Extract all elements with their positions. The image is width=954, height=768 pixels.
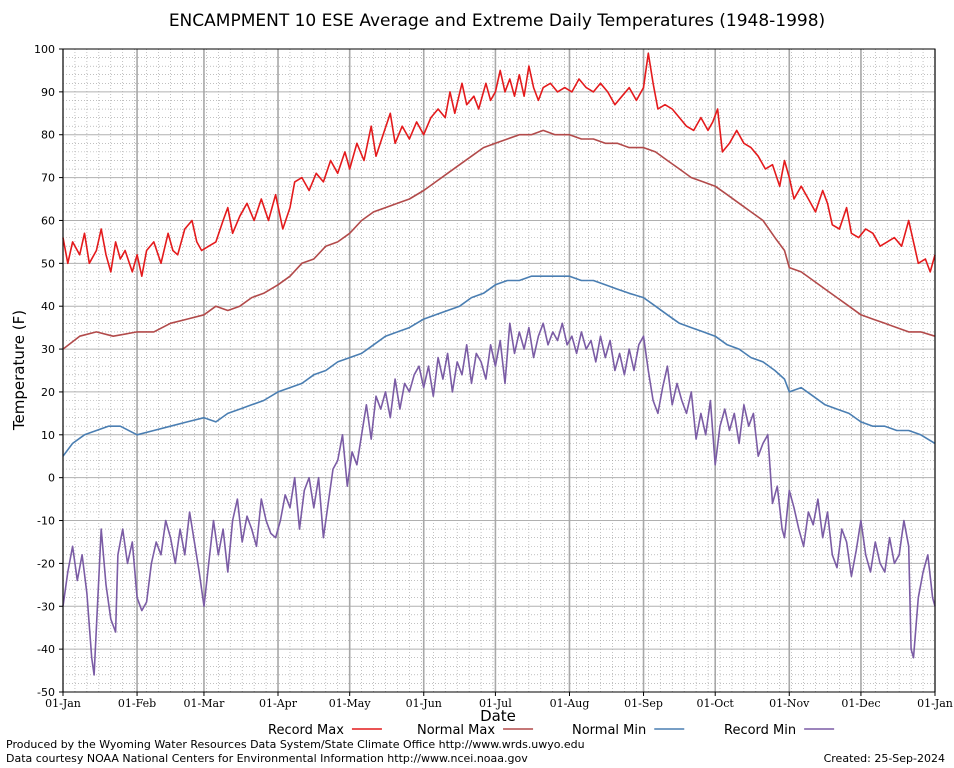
y-tick-label: -20 — [37, 557, 55, 570]
y-tick-labels: -50 -40 -30 -20 -10 0 10 20 30 40 50 60 70 80 90 100 — [34, 43, 63, 699]
chart-title: ENCAMPMENT 10 ESE Average and Extreme Da… — [169, 11, 825, 31]
x-tick-label: 01-Jun — [406, 697, 442, 710]
legend-label-normal-min: Normal Min — [572, 723, 646, 738]
x-tick-label: 01-Dec — [841, 697, 880, 710]
normal-min-line — [62, 275, 936, 457]
y-tick-label: -40 — [37, 643, 55, 656]
record-min-line — [62, 322, 936, 676]
x-tick-label: 01-Jul — [479, 697, 512, 710]
y-tick-label: 80 — [41, 129, 55, 142]
plot-series — [62, 52, 936, 676]
x-tick-label: 01-Sep — [624, 697, 663, 710]
plot-area — [63, 49, 935, 692]
y-tick-label: 60 — [41, 214, 55, 227]
x-tick-label: 01-Nov — [769, 697, 810, 710]
y-tick-label: 50 — [41, 257, 55, 270]
y-axis-label: Temperature (F) — [10, 310, 28, 431]
y-tick-label: 30 — [41, 343, 55, 356]
footer-created-date: Created: 25-Sep-2024 — [823, 752, 945, 765]
x-tick-label: 01-Aug — [550, 697, 590, 710]
y-tick-label: -50 — [37, 686, 55, 699]
y-tick-label: -10 — [37, 515, 55, 528]
y-tick-label: 100 — [34, 43, 55, 56]
y-tick-label: -30 — [37, 600, 55, 613]
x-tick-label: 01-Feb — [118, 697, 156, 710]
x-tick-label: 01-Jan — [45, 697, 81, 710]
x-axis-label: Date — [480, 707, 516, 725]
y-tick-label: 10 — [41, 429, 55, 442]
legend-label-record-min: Record Min — [724, 723, 796, 738]
plot-frame — [62, 48, 936, 693]
legend: Record Max Normal Max Normal Min Record Min — [268, 723, 835, 738]
y-tick-label: 20 — [41, 386, 55, 399]
legend-label-normal-max: Normal Max — [417, 723, 495, 738]
normal-max-line — [62, 129, 936, 350]
plot-grid — [62, 48, 936, 693]
x-tick-label: 01-Jan — [917, 697, 953, 710]
x-tick-label: 01-Mar — [184, 697, 226, 710]
x-tick-label: 01-Oct — [697, 697, 735, 710]
x-tick-label: 01-Apr — [259, 697, 298, 710]
y-tick-label: 90 — [41, 86, 55, 99]
x-tick-labels: 01-Jan 01-Feb 01-Mar 01-Apr 01-May 01-Jun 01-J… — [45, 692, 953, 710]
record-max-line — [62, 52, 936, 278]
footer-credit-line1: Produced by the Wyoming Water Resources … — [6, 738, 585, 751]
y-tick-label: 40 — [41, 300, 55, 313]
footer-credit-line2: Data courtesy NOAA National Centers for … — [6, 752, 528, 765]
legend-label-record-max: Record Max — [268, 723, 344, 738]
y-tick-label: 0 — [48, 472, 55, 485]
x-tick-label: 01-May — [329, 697, 372, 710]
y-tick-label: 70 — [41, 172, 55, 185]
